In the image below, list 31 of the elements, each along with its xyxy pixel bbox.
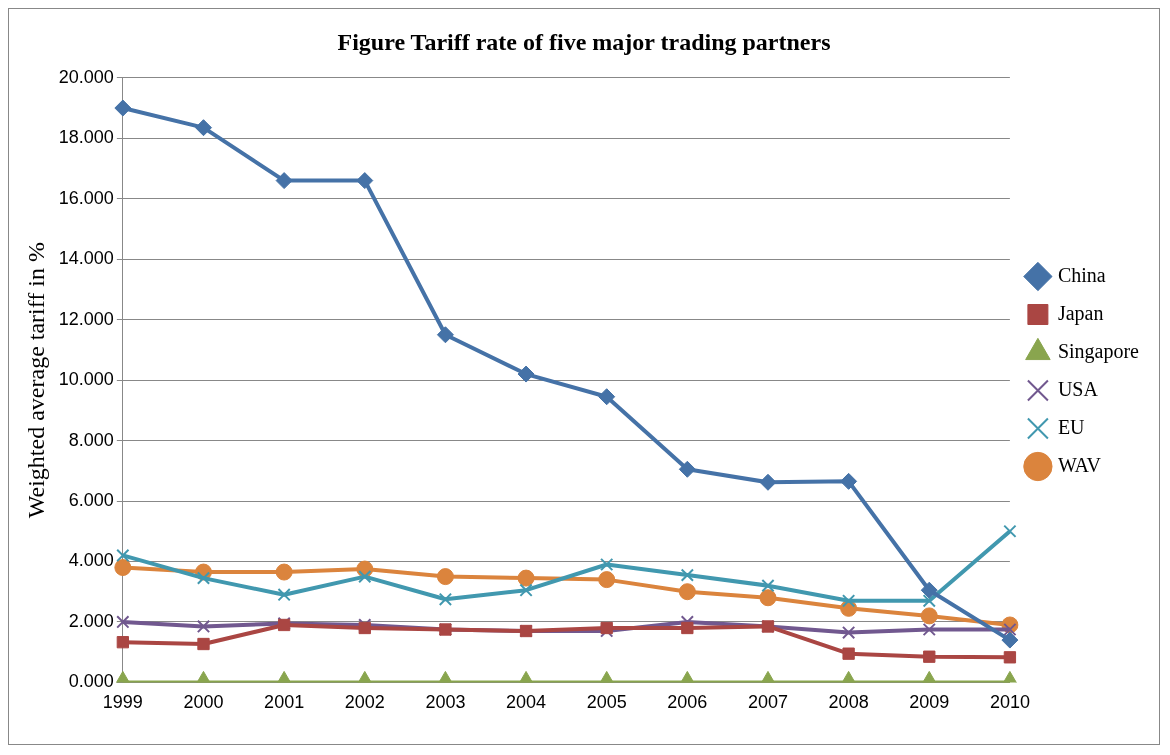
y-tick-label: 10.000 [58, 369, 114, 390]
legend-label: Singapore [1057, 339, 1140, 363]
y-tick-label: 16.000 [58, 187, 114, 208]
y-tick-label: 0.000 [68, 671, 114, 692]
x-tick-label: 1999 [102, 692, 143, 713]
x-tick-label: 2008 [828, 692, 869, 713]
x-tick-label: 2002 [344, 692, 385, 713]
x-tick-label: 2003 [425, 692, 466, 713]
legend-label: EU [1057, 415, 1086, 438]
y-tick-label: 2.000 [68, 610, 114, 631]
legend-label: China [1057, 263, 1106, 286]
x-tick-label: 2006 [667, 692, 708, 713]
chart-title: Figure Tariff rate of five major trading partners [337, 28, 831, 55]
x-tick-label: 2007 [747, 692, 789, 713]
legend-label: WAV [1057, 453, 1102, 476]
x-tick-label: 2004 [506, 692, 547, 713]
legend-label: USA [1057, 377, 1099, 400]
y-tick-label: 12.000 [58, 308, 114, 329]
y-tick-label: 18.000 [58, 127, 114, 148]
y-tick-label: 14.000 [58, 248, 114, 269]
x-tick-label: 2010 [989, 692, 1030, 713]
y-tick-label: 4.000 [68, 550, 114, 571]
x-tick-label: 2005 [586, 692, 627, 713]
x-tick-label: 2001 [264, 692, 305, 713]
x-tick-label: 2000 [183, 692, 224, 713]
y-tick-label: 6.000 [68, 489, 114, 510]
y-tick-label: 20.000 [58, 66, 114, 87]
y-axis-title: Weighted average tariff in % [22, 242, 49, 519]
legend-label: Japan [1057, 301, 1104, 325]
x-tick-label: 2009 [909, 692, 950, 713]
y-tick-label: 8.000 [68, 429, 114, 450]
